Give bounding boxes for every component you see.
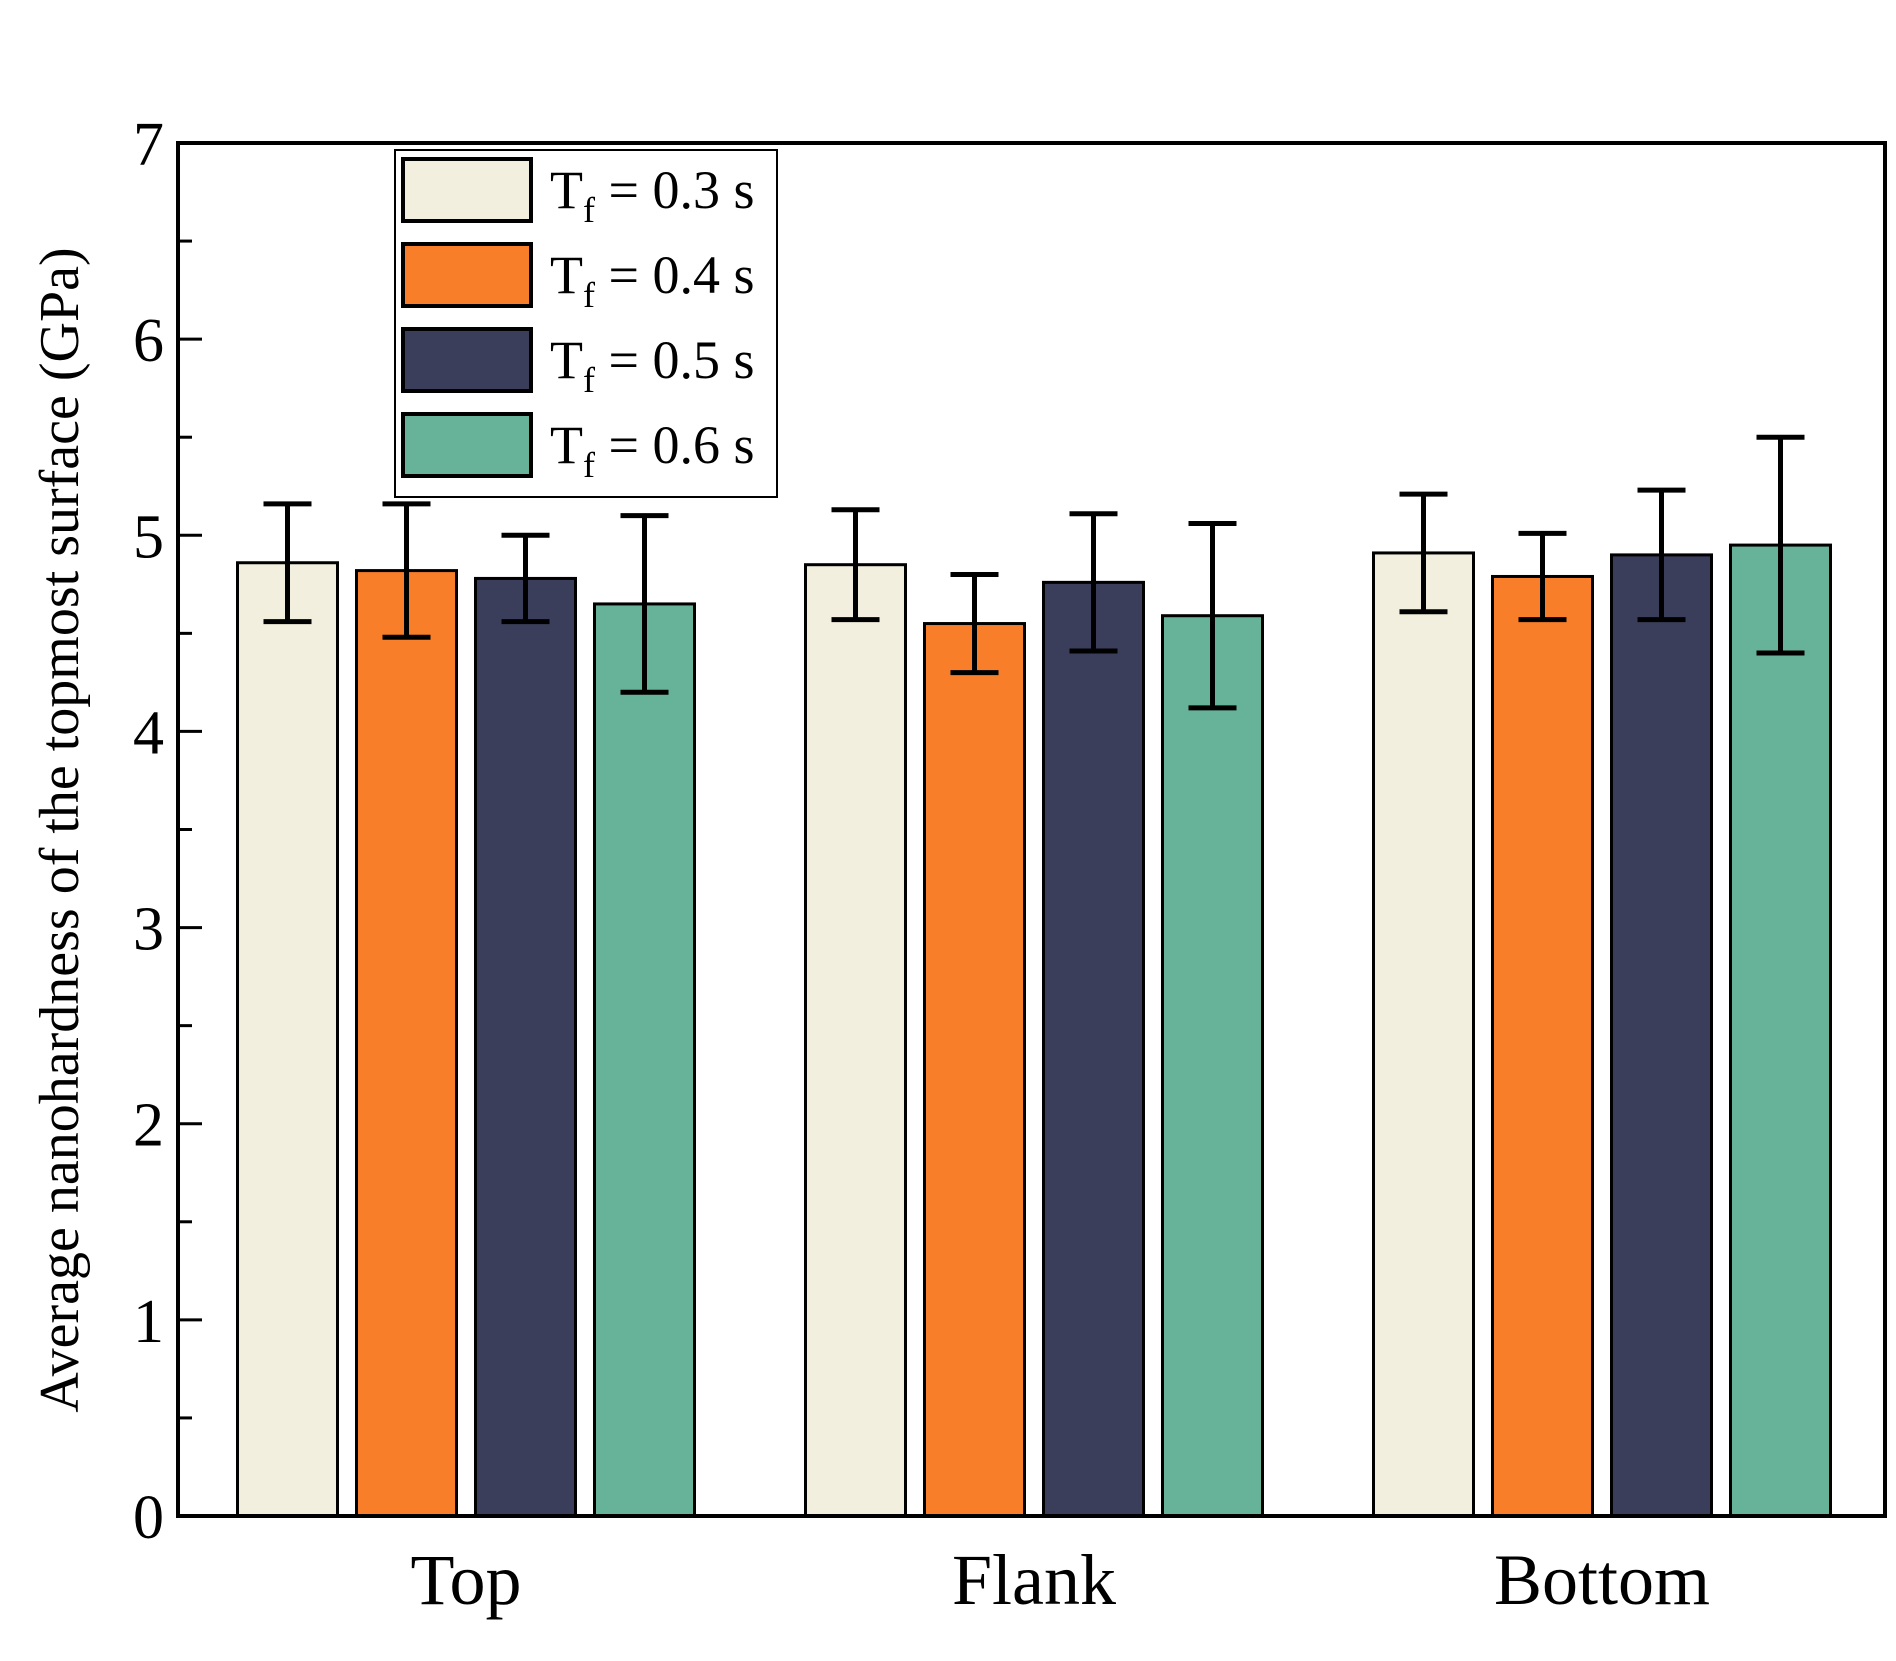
bar-top-series-2 xyxy=(355,569,458,1518)
error-bars-layer xyxy=(263,434,1805,711)
legend-swatch xyxy=(401,327,533,393)
bar-bottom-series-2 xyxy=(1491,574,1594,1518)
y-tick-label: 0 xyxy=(133,1484,164,1552)
bar-flank-series-1 xyxy=(804,563,907,1518)
bar-top-series-3 xyxy=(474,576,577,1518)
bar-flank-series-4 xyxy=(1161,614,1264,1518)
legend-label: Tf = 0.5 s xyxy=(550,330,754,400)
y-tick-label: 5 xyxy=(133,503,164,571)
y-tick-label: 2 xyxy=(133,1092,164,1160)
bars-layer xyxy=(236,543,1832,1518)
legend-label: Tf = 0.3 s xyxy=(550,160,754,230)
bar-flank-series-3 xyxy=(1042,580,1145,1518)
y-axis-title: Average nanohardness of the topmost surf… xyxy=(29,247,91,1412)
legend: Tf = 0.3 s Tf = 0.4 s Tf = 0.5 s Tf = 0.6 s xyxy=(394,149,778,498)
y-axis: 0 1 2 3 4 5 6 7 xyxy=(133,111,202,1552)
legend-swatch xyxy=(401,157,533,223)
bar-bottom-series-1 xyxy=(1372,551,1475,1518)
x-category-label: Top xyxy=(411,1540,522,1620)
y-tick-label: 7 xyxy=(133,111,164,179)
y-tick-label: 4 xyxy=(133,699,164,767)
y-tick-label: 6 xyxy=(133,307,164,375)
bar-flank-series-2 xyxy=(923,622,1026,1518)
bar-bottom-series-4 xyxy=(1729,543,1832,1518)
legend-swatch xyxy=(401,242,533,308)
x-axis: Top Flank Bottom xyxy=(411,1540,1711,1620)
x-category-label: Flank xyxy=(952,1540,1116,1620)
y-tick-label: 3 xyxy=(133,896,164,964)
legend-swatch xyxy=(401,412,533,478)
x-category-label: Bottom xyxy=(1494,1540,1710,1620)
legend-label: Tf = 0.6 s xyxy=(550,415,754,485)
legend-label: Tf = 0.4 s xyxy=(550,245,754,315)
bar-top-series-4 xyxy=(593,602,696,1518)
y-tick-label: 1 xyxy=(133,1288,164,1356)
bar-bottom-series-3 xyxy=(1610,553,1713,1518)
bar-top-series-1 xyxy=(236,561,339,1518)
